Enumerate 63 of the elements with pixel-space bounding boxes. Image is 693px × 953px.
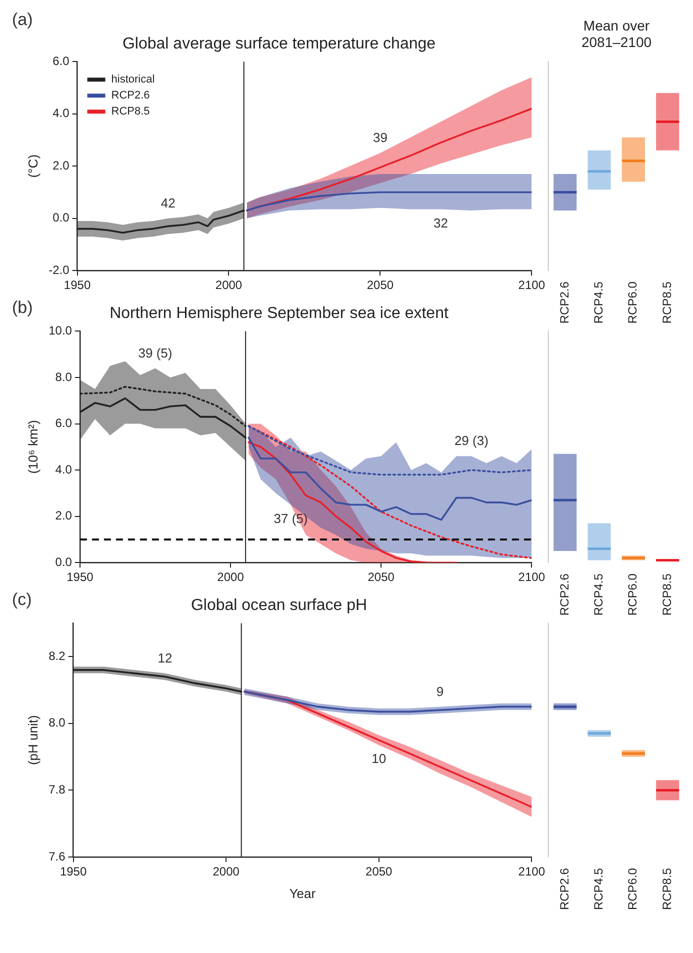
x-tick-label: RCP8.5 <box>660 573 674 616</box>
x-tick-label: 2050 <box>368 570 395 584</box>
x-tick-label: RCP6.0 <box>626 868 640 910</box>
annotation: 39 (5) <box>138 345 172 360</box>
y-tick-label: 4.0 <box>55 462 72 476</box>
x-tick-label: 2100 <box>518 864 546 879</box>
x-tick-label: 2050 <box>366 278 394 292</box>
x-tick-label: 2100 <box>518 278 546 292</box>
legend-label: RCP8.5 <box>111 106 150 118</box>
line-series <box>248 425 532 476</box>
x-tick-label: RCP8.5 <box>660 281 674 324</box>
x-tick-label: 2000 <box>212 864 240 879</box>
annotation: 39 <box>372 130 388 146</box>
x-tick-label: RCP8.5 <box>660 868 674 910</box>
annotation: 42 <box>160 195 176 210</box>
y-tick-label: 2.0 <box>55 508 72 523</box>
y-tick-label: 6.0 <box>52 54 70 68</box>
y-tick-label: 7.8 <box>48 782 66 797</box>
y-tick-label: 6.0 <box>55 416 72 430</box>
x-tick-label: RCP6.0 <box>626 573 640 616</box>
text: (a) <box>12 10 33 30</box>
y-axis-title: (pH unit) <box>25 715 40 766</box>
x-tick-label: RCP2.6 <box>557 281 572 324</box>
x-tick-label: RCP4.5 <box>592 573 606 616</box>
y-axis-title: (10⁶ km²) <box>25 420 40 474</box>
y-tick-label: 4.0 <box>52 106 70 120</box>
y-tick-label: 8.0 <box>48 716 66 730</box>
y-axis-title: (°C) <box>25 154 40 178</box>
legend-label: historical <box>111 74 155 86</box>
x-tick-label: 2000 <box>217 570 244 584</box>
x-tick-label: RCP2.6 <box>557 868 572 910</box>
chart-title: Global ocean surface pH <box>190 597 368 614</box>
annotation: 37 (5) <box>274 510 308 526</box>
x-tick-label: 2050 <box>366 864 393 879</box>
x-axis-title: Year <box>289 886 316 901</box>
y-tick-label: 2.0 <box>52 158 70 172</box>
x-tick-label: 1950 <box>64 278 91 292</box>
legend-label: RCP2.6 <box>111 90 150 102</box>
annotation: 9 <box>436 684 444 699</box>
chart-title: Mean over 2081–2100 <box>581 17 652 50</box>
chart-title: Northern Hemisphere September sea ice extent <box>110 305 449 322</box>
y-tick-label: 8.2 <box>48 648 66 663</box>
x-tick-label: 1950 <box>66 570 94 584</box>
y-tick-label: 8.0 <box>55 370 72 384</box>
annotation: 10 <box>372 751 386 766</box>
y-tick-label: -2.0 <box>48 262 70 277</box>
x-tick-label: RCP4.5 <box>592 868 606 910</box>
text: (c) <box>12 590 32 610</box>
x-tick-label: 2100 <box>518 570 546 584</box>
y-tick-label: 0.0 <box>52 210 70 225</box>
annotation: 29 (3) <box>454 433 488 448</box>
x-tick-label: RCP6.0 <box>626 281 640 324</box>
x-tick-label: RCP2.6 <box>557 573 572 616</box>
annotation: 32 <box>434 215 448 230</box>
x-tick-label: 1950 <box>60 864 87 879</box>
y-tick-label: 7.6 <box>48 849 66 864</box>
y-tick-label: 10.0 <box>48 324 72 338</box>
chart-title: Global average surface temperature change <box>122 35 436 52</box>
y-tick-label: 0.0 <box>55 554 72 569</box>
annotation: 12 <box>158 650 172 666</box>
text: (b) <box>12 298 33 318</box>
x-tick-label: RCP4.5 <box>592 281 606 324</box>
x-tick-label: 2000 <box>215 278 242 292</box>
